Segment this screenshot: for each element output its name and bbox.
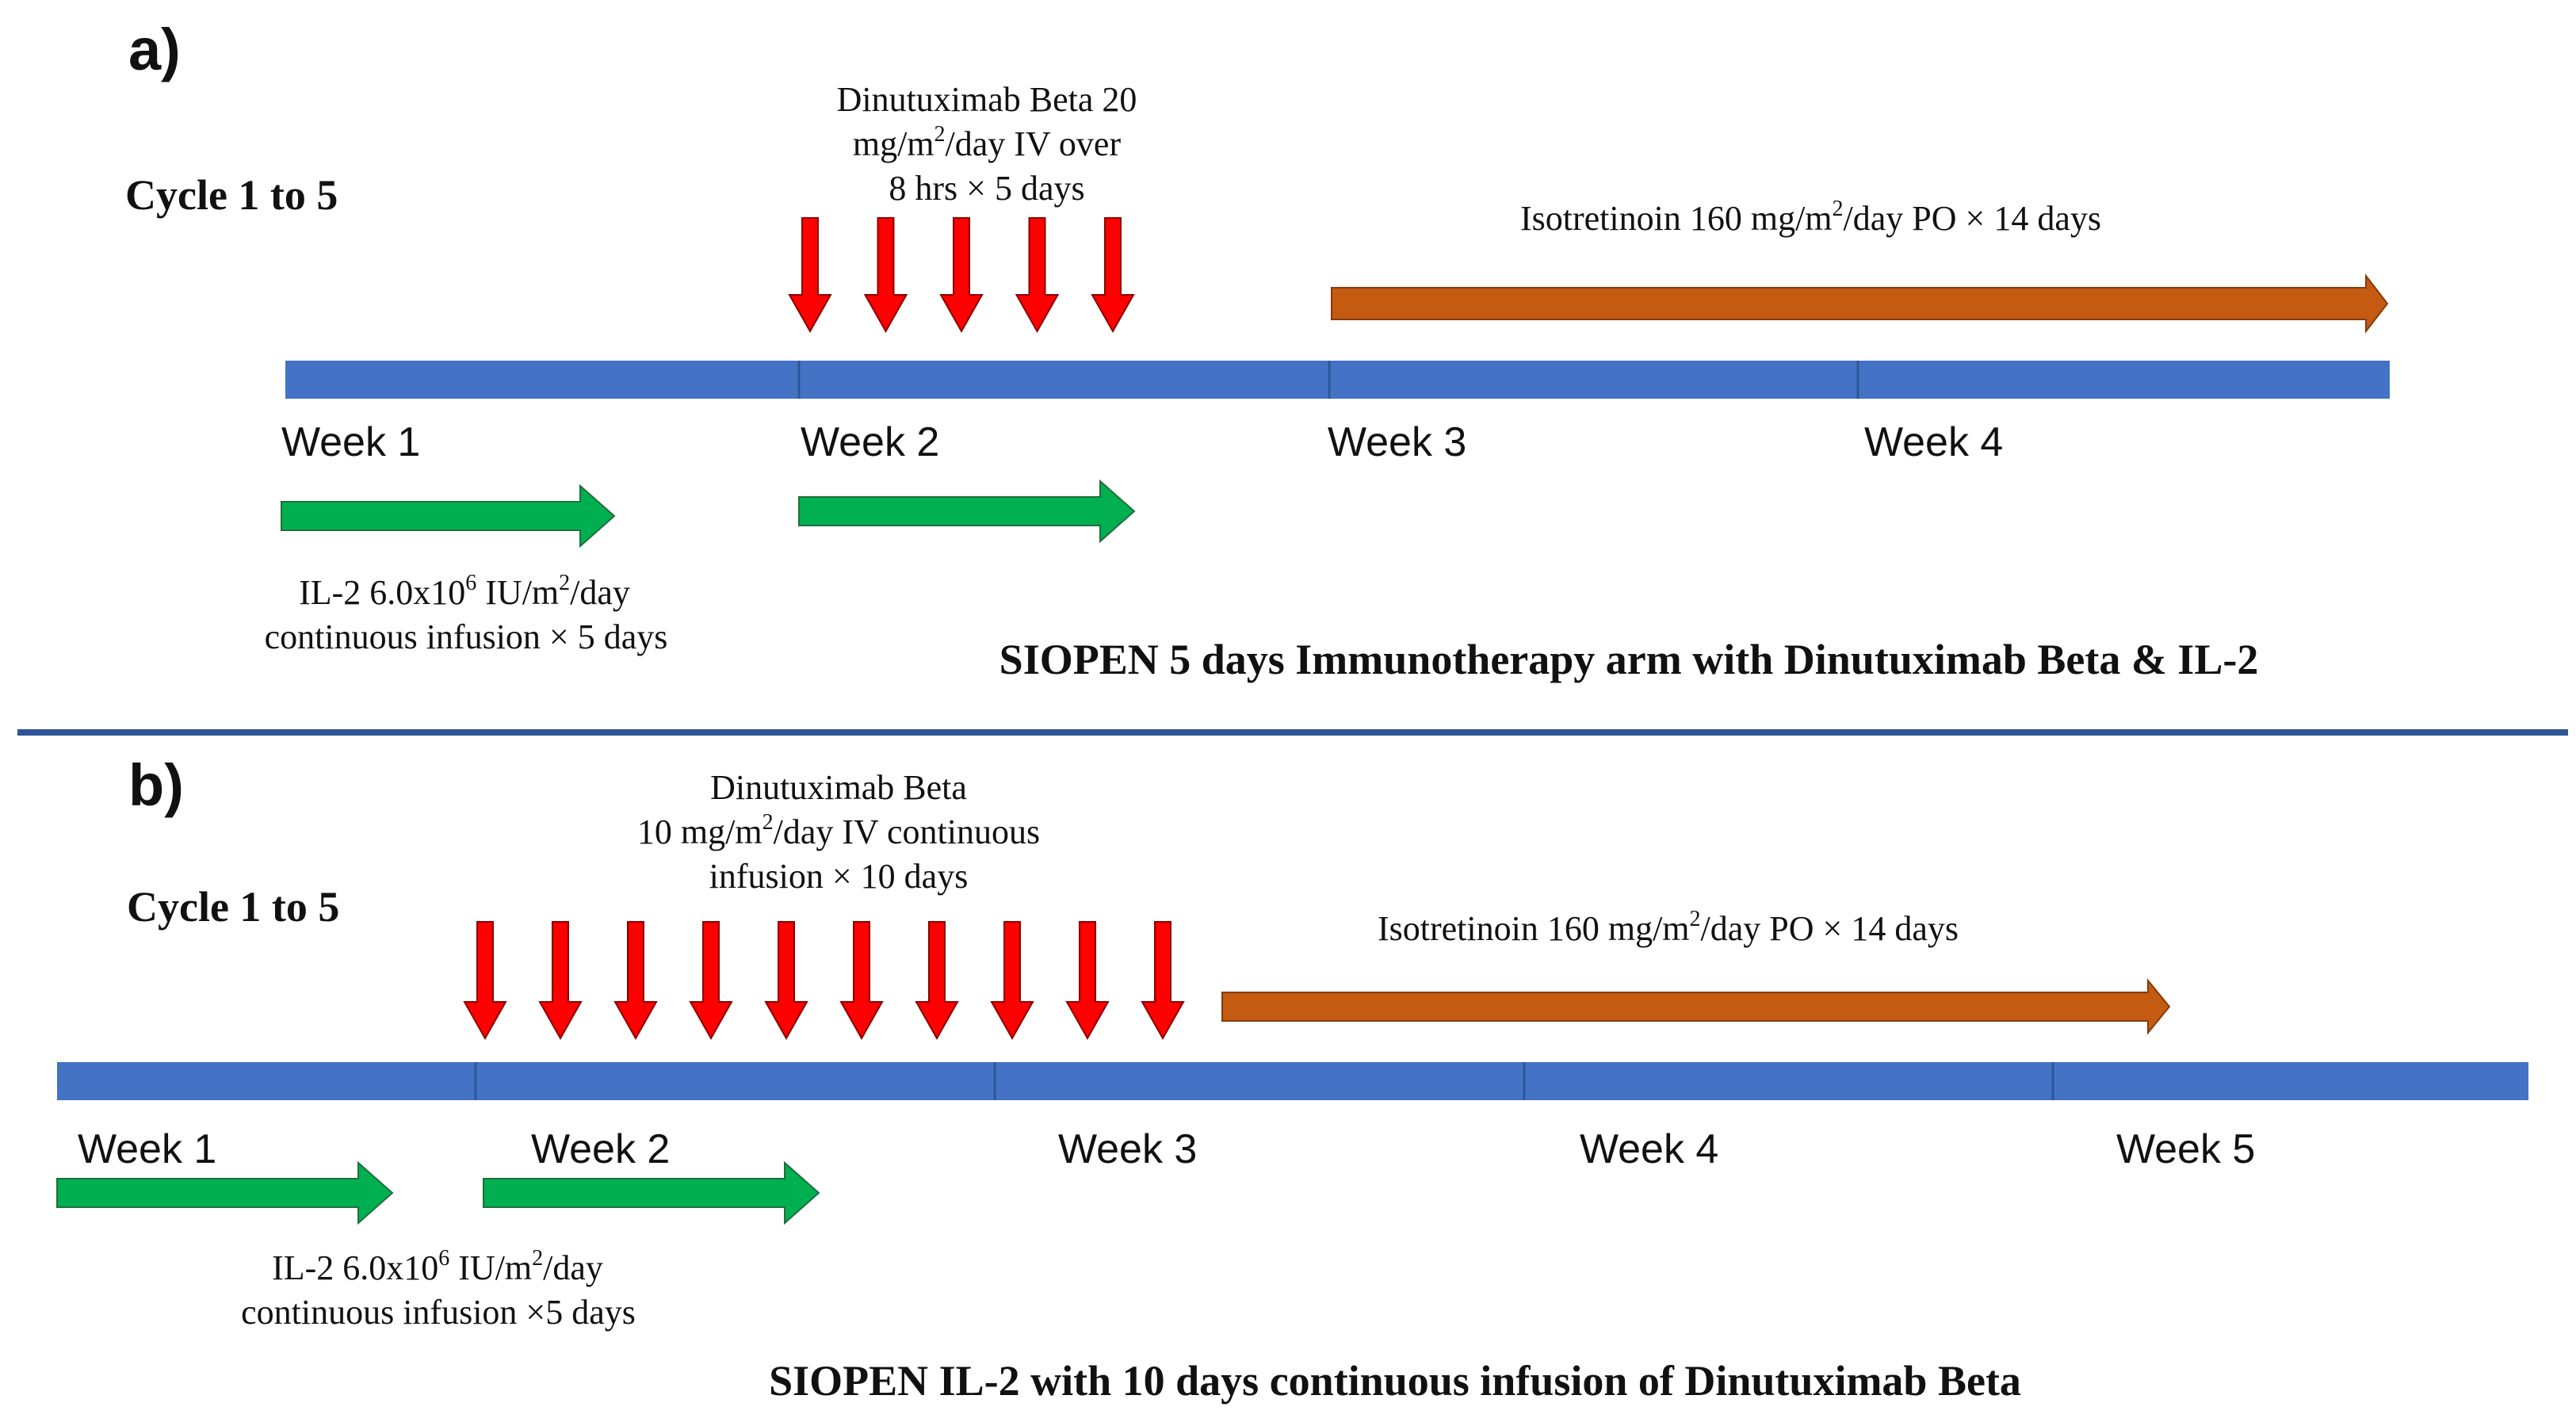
panel-a-week-label: Week 1: [281, 419, 420, 465]
panel-b-il2-arrow: [56, 1160, 394, 1225]
panel-a: a) Cycle 1 to 5 Dinutuximab Beta 20 mg/m…: [125, 17, 2390, 683]
panel-b-dinutuximab-line2: 10 mg/m2/day IV continuous: [637, 810, 1040, 851]
panel-b-label: b): [128, 752, 184, 818]
panel-a-dinutuximab-line3: 8 hrs × 5 days: [889, 169, 1084, 208]
panel-b-cycle-label: Cycle 1 to 5: [127, 883, 339, 931]
panel-a-dose-arrow: [863, 217, 908, 334]
panel-b-dose-arrow: [839, 921, 884, 1041]
panel-b-il2-dose-line1: IL-2 6.0x106 IU/m2/day: [272, 1246, 603, 1287]
panel-a-dinutuximab-line1: Dinutuximab Beta 20: [837, 80, 1137, 119]
panel-b-week-label: Week 5: [2116, 1126, 2255, 1172]
panel-b-week-label: Week 3: [1058, 1126, 1197, 1172]
panel-a-week-label: Week 2: [801, 419, 939, 465]
panel-a-week-label: Week 3: [1328, 419, 1466, 465]
panel-a-il2-dose-line2: continuous infusion × 5 days: [265, 617, 668, 656]
panel-a-dose-arrow: [788, 217, 832, 334]
panel-a-timeline-bar: [285, 361, 2390, 399]
panel-b-dinutuximab-line3: infusion × 10 days: [709, 857, 969, 896]
panel-a-isotretinoin-arrow: [1331, 273, 2389, 334]
panel-b-il2-dose-line2: continuous infusion ×5 days: [241, 1293, 636, 1332]
panel-a-il2-arrow: [798, 479, 1136, 544]
panel-b-isotretinoin-arrow: [1221, 978, 2171, 1035]
panel-b-dose-arrow: [990, 921, 1034, 1041]
panel-b-week-label: Week 4: [1580, 1126, 1718, 1172]
panel-b-dinutuximab-line1: Dinutuximab Beta: [710, 768, 967, 807]
panel-b-dose-arrow: [915, 921, 959, 1041]
panel-a-il2-arrow: [281, 484, 616, 549]
panel-a-dose-arrow: [1015, 217, 1060, 334]
panel-a-dose-arrow: [1091, 217, 1135, 334]
panel-b-dose-arrow: [764, 921, 808, 1041]
panel-b-timeline-bar: [57, 1062, 2528, 1100]
panel-b-dose-arrow: [613, 921, 658, 1041]
panel-a-cycle-label: Cycle 1 to 5: [125, 171, 338, 219]
panel-b: b) Cycle 1 to 5 Dinutuximab Beta 10 mg/m…: [56, 752, 2528, 1405]
panel-b-week-label: Week 1: [78, 1126, 216, 1172]
panel-a-dose-arrow: [939, 217, 984, 334]
panel-a-week-label: Week 4: [1864, 419, 2003, 465]
panel-a-title: SIOPEN 5 days Immunotherapy arm with Din…: [999, 636, 2259, 683]
panel-b-il2-arrow: [483, 1160, 820, 1225]
panel-b-dose-arrow: [1065, 921, 1110, 1041]
panel-separator: [17, 729, 2568, 736]
panel-b-dose-arrows: [463, 921, 1185, 1041]
panel-b-dose-arrow: [538, 921, 583, 1041]
panel-b-dose-arrow: [1141, 921, 1185, 1041]
panel-a-isotretinoin-label: Isotretinoin 160 mg/m2/day PO × 14 days: [1520, 197, 2101, 238]
panel-a-dinutuximab-line2: mg/m2/day IV over: [853, 122, 1122, 163]
panel-b-isotretinoin-label: Isotretinoin 160 mg/m2/day PO × 14 days: [1378, 907, 1959, 948]
panel-b-dose-arrow: [463, 921, 507, 1041]
panel-b-week-label: Week 2: [531, 1126, 670, 1172]
panel-a-il2-dose-line1: IL-2 6.0x106 IU/m2/day: [299, 571, 630, 612]
panel-b-dose-arrow: [689, 921, 733, 1041]
panel-a-dose-arrows: [788, 217, 1135, 334]
panel-a-label: a): [128, 17, 181, 82]
panel-b-title: SIOPEN IL-2 with 10 days continuous infu…: [769, 1357, 2021, 1405]
